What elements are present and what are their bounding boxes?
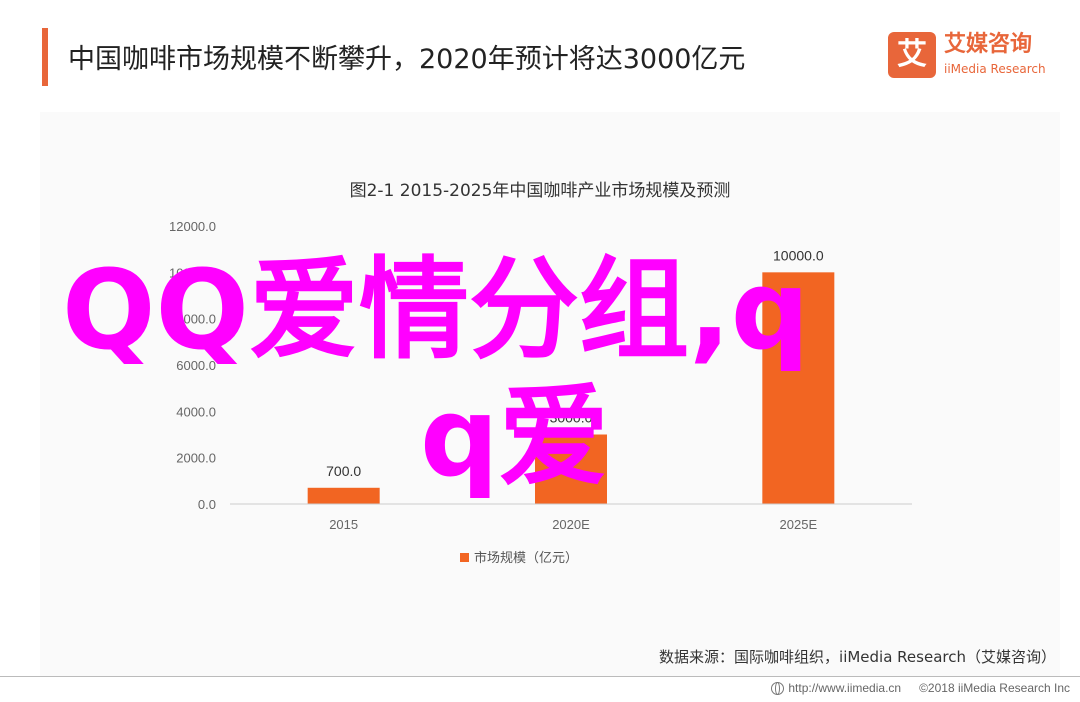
legend-swatch <box>460 553 469 562</box>
data-source-note: 数据来源：国际咖啡组织，iiMedia Research（艾媒咨询） <box>659 648 1056 666</box>
bar-chart: 图2-1 2015-2025年中国咖啡产业市场规模及预测 0.0 2000.0 40… <box>169 181 912 566</box>
bar-data-label: 3000.0 <box>550 410 593 426</box>
y-tick-label: 2000.0 <box>176 451 216 466</box>
chart-title: 图2-1 2015-2025年中国咖啡产业市场规模及预测 <box>350 181 731 201</box>
logo-chinese-name: 艾媒咨询 <box>944 32 1033 57</box>
x-tick-label: 2020E <box>552 517 590 532</box>
report-header: 中国咖啡市场规模不断攀升，2020年预计将达3000亿元 艾 艾媒咨询 iiMe… <box>0 0 1080 100</box>
x-tick-label: 2015 <box>329 517 358 532</box>
iimedia-logo: 艾 艾媒咨询 iiMedia Research <box>888 32 1058 80</box>
y-tick-label: 12000.0 <box>169 219 216 234</box>
y-tick-label: 4000.0 <box>176 404 216 419</box>
y-axis: 0.0 2000.0 4000.0 6000.0 8000.0 10000.0 12000.… <box>169 219 216 512</box>
header-accent-bar <box>42 28 48 86</box>
footer: http://www.iimedia.cn ©2018 iiMedia Resea… <box>771 681 1070 695</box>
chart-panel: 图2-1 2015-2025年中国咖啡产业市场规模及预测 0.0 2000.0 40… <box>40 112 1060 677</box>
bar-data-label: 10000.0 <box>773 247 824 263</box>
bar-series: 700.0 3000.0 10000.0 <box>307 247 835 504</box>
page-title: 中国咖啡市场规模不断攀升，2020年预计将达3000亿元 <box>68 44 746 75</box>
footer-divider <box>0 676 1080 677</box>
legend: 市场规模（亿元） <box>460 550 578 566</box>
footer-copyright: ©2018 iiMedia Research Inc <box>919 681 1070 695</box>
bar <box>762 272 835 504</box>
x-tick-label: 2025E <box>780 517 818 532</box>
bar <box>535 434 607 504</box>
y-tick-label: 6000.0 <box>176 358 216 373</box>
y-tick-label: 10000.0 <box>169 265 216 280</box>
bar-data-label: 700.0 <box>326 463 361 479</box>
footer-url[interactable]: http://www.iimedia.cn <box>788 681 902 695</box>
globe-icon <box>771 682 785 695</box>
x-axis: 2015 2020E 2025E <box>230 503 912 532</box>
y-tick-label: 8000.0 <box>176 312 216 327</box>
legend-label: 市场规模（亿元） <box>474 550 578 566</box>
logo-english-name: iiMedia Research <box>944 62 1046 76</box>
bar <box>307 487 380 504</box>
y-tick-label: 0.0 <box>198 497 216 512</box>
logo-mark-icon: 艾 <box>888 32 936 78</box>
